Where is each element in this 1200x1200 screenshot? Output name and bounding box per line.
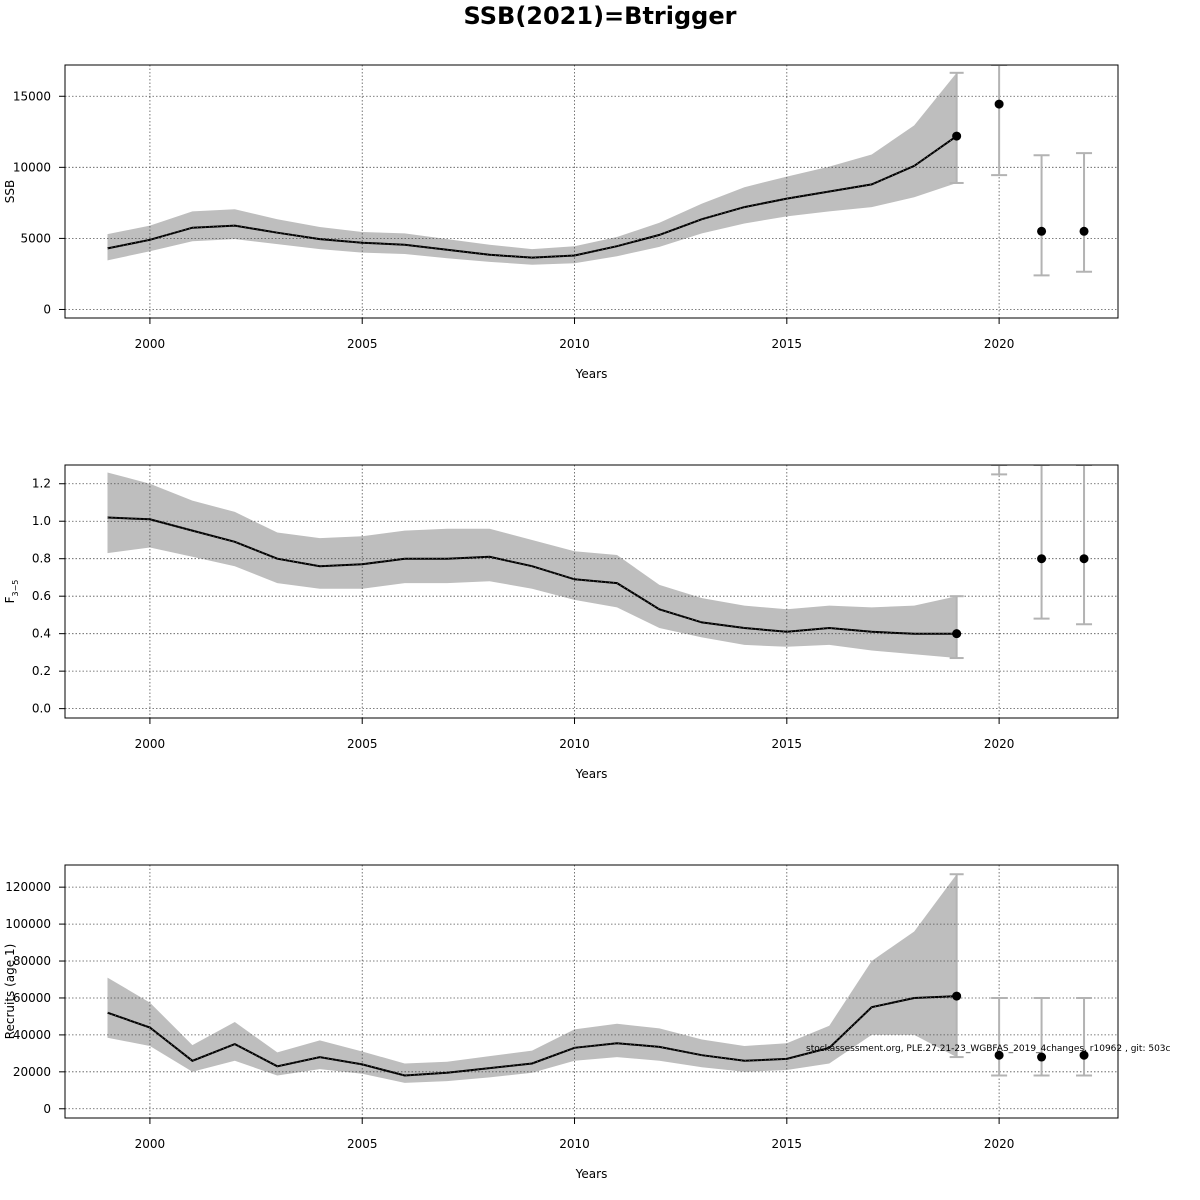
confidence-band — [107, 72, 957, 265]
y-tick-label: 0.2 — [32, 664, 51, 678]
x-tick-label: 2020 — [984, 737, 1015, 751]
forecast-point — [1079, 1050, 1089, 1060]
forecast-point — [1037, 1052, 1047, 1062]
y-tick-label: 1.0 — [32, 514, 51, 528]
last-estimate-point — [952, 131, 962, 141]
forecast-point — [994, 1050, 1004, 1060]
panel-1: 2000 2005 2010 2015 2020 0 5000 10000 15000 Years… — [3, 64, 1119, 381]
forecast-point — [1079, 226, 1089, 236]
panel-3: 2000 2005 2010 2015 2020 0 20000 40000 60000 8000… — [3, 864, 1119, 1181]
y-tick-label: 120000 — [5, 880, 51, 894]
x-axis-label: Years — [575, 767, 608, 781]
x-tick-label: 2005 — [347, 337, 378, 351]
x-tick-label: 2000 — [135, 1137, 166, 1151]
last-estimate-point — [952, 991, 962, 1001]
y-tick-label: 40000 — [13, 1028, 51, 1042]
y-tick-label: 100000 — [5, 917, 51, 931]
y-tick-label: 0 — [43, 1102, 51, 1116]
credit-footer: stockassessment.org, PLE.27.21-23_WGBFAS… — [806, 1044, 1171, 1054]
y-axis-label: SSB — [3, 180, 17, 203]
y-tick-label: 0 — [43, 302, 51, 316]
chart-title: SSB(2021)=Btrigger — [463, 2, 737, 30]
y-tick-label: 5000 — [20, 231, 51, 245]
y-tick-label: 1.2 — [32, 477, 51, 491]
confidence-band — [107, 874, 957, 1083]
x-tick-label: 2015 — [772, 1137, 803, 1151]
plot-area — [65, 465, 1118, 718]
y-tick-label: 60000 — [13, 991, 51, 1005]
x-tick-label: 2010 — [559, 1137, 590, 1151]
forecast-point — [994, 99, 1004, 109]
y-tick-label: 0.6 — [32, 589, 51, 603]
x-tick-label: 2000 — [135, 737, 166, 751]
plot-area — [65, 65, 1118, 318]
plot-frame — [64, 864, 1119, 1119]
x-tick-label: 2005 — [347, 737, 378, 751]
x-tick-label: 2015 — [772, 737, 803, 751]
y-tick-label: 10000 — [13, 160, 51, 174]
plot-area — [65, 865, 1118, 1118]
panel-2: 2000 2005 2010 2015 2020 0.0 0.2 0.4 0.6 0.8 1.0 1.… — [3, 464, 1119, 781]
y-tick-label: 0.0 — [32, 702, 51, 716]
forecast-point — [1079, 554, 1089, 564]
last-estimate-point — [952, 629, 962, 639]
plot-frame — [64, 464, 1119, 719]
x-tick-label: 2020 — [984, 337, 1015, 351]
estimate-line-dots — [107, 995, 957, 1076]
estimate-line-dots — [107, 517, 957, 635]
estimate-line-dots — [107, 135, 957, 258]
x-axis-label: Years — [575, 1167, 608, 1181]
y-tick-label: 15000 — [13, 89, 51, 103]
y-axis-label: Recruits (age 1) — [3, 944, 17, 1040]
forecast-point — [1037, 226, 1047, 236]
x-tick-label: 2000 — [135, 337, 166, 351]
y-tick-label: 0.8 — [32, 552, 51, 566]
y-tick-label: 0.4 — [32, 627, 51, 641]
x-tick-label: 2010 — [559, 737, 590, 751]
x-tick-label: 2005 — [347, 1137, 378, 1151]
forecast-point — [1037, 554, 1047, 564]
y-axis-label: F3−5 — [3, 580, 20, 604]
y-tick-label: 20000 — [13, 1065, 51, 1079]
x-tick-label: 2020 — [984, 1137, 1015, 1151]
x-axis-label: Years — [575, 367, 608, 381]
plot-frame — [64, 64, 1119, 319]
x-tick-label: 2015 — [772, 337, 803, 351]
y-tick-label: 80000 — [13, 954, 51, 968]
x-tick-label: 2010 — [559, 337, 590, 351]
